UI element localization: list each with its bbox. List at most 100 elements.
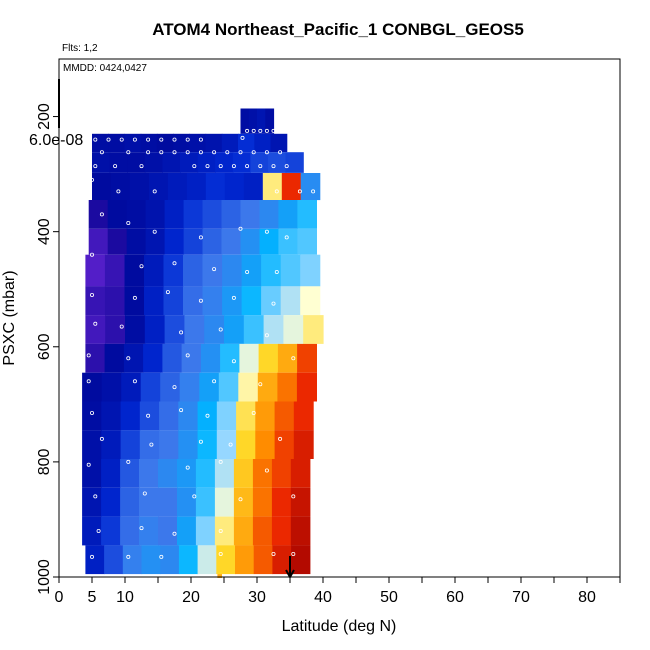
heatmap-cell [205,173,226,201]
observation-point [198,439,203,444]
heatmap-cell [232,152,251,173]
observation-points [86,128,316,559]
observation-point [311,189,316,194]
heatmap-cell [158,487,178,517]
observation-point [90,554,95,559]
observation-point [212,379,217,384]
heatmap-cell [205,133,223,153]
heatmap-cell [126,200,147,229]
heatmap-cell [259,228,280,255]
heatmap-cell [104,286,125,316]
heatmap-cell [144,152,163,173]
heatmap-cell [122,545,143,575]
observation-point [146,137,151,142]
heatmap-cell [195,516,216,546]
heatmap-cell [144,254,165,287]
heatmap-cell [202,286,223,316]
observation-point [113,164,118,169]
observation-point [93,164,98,169]
observation-point [198,137,203,142]
heatmap-cell [186,173,207,201]
observation-point [271,301,276,306]
observation-point [251,410,256,415]
observation-point [212,150,217,155]
heatmap-cell [120,459,140,488]
heatmap-cell [160,545,180,575]
heatmap-cell [220,343,240,373]
heatmap-cell [120,516,140,546]
heatmap-cell [240,200,261,229]
heatmap-cell [123,343,144,373]
heatmap-cell [82,401,102,431]
heatmap-cell [300,254,321,287]
observation-point [271,164,276,169]
observation-point [291,356,296,361]
heatmap-cell [184,315,205,344]
heatmap-cell [204,315,225,344]
observation-point [225,150,230,155]
heatmap-cell [178,430,199,459]
observation-point [99,212,104,217]
heatmap-cell [158,459,178,488]
observation-point [271,552,276,557]
heatmap-cell [120,430,141,459]
heatmap-cell [293,401,314,431]
heatmap-cell [238,372,259,402]
heatmap-cell [120,401,141,431]
y-axis-label: PSXC (mbar) [1,270,18,365]
observation-point [185,137,190,142]
heatmap-cell [197,401,218,431]
heatmap-cell [177,516,197,546]
observation-point [86,353,91,358]
heatmap-cell [233,487,254,517]
heatmap-cell [291,545,311,575]
heatmap-cell [127,152,146,173]
heatmap-cell [92,133,109,153]
observation-point [264,229,269,234]
heatmap-cell [233,459,254,488]
observation-point [274,189,279,194]
observation-point [218,529,223,534]
observation-point [165,290,170,295]
observation-point [198,150,203,155]
observation-point [159,150,164,155]
heatmap-cell [277,372,298,402]
heatmap-cell [257,108,266,134]
heatmap-cell [88,228,109,255]
observation-point [90,410,95,415]
heatmap-cell [82,372,103,402]
observation-point [251,128,256,133]
observation-point [205,164,210,169]
heatmap-cell [297,228,317,255]
heatmap-cell [104,343,125,373]
heatmap-cell [101,516,121,546]
observation-point [126,356,131,361]
observation-point [126,220,131,225]
heatmap-cell [121,372,142,402]
heatmap-cell [268,152,287,173]
heatmap-cell [143,343,163,373]
heatmap-cell [162,152,181,173]
plot-frame [58,58,621,578]
heatmap-cell [111,173,131,201]
observation-point [172,385,177,390]
observation-point [86,462,91,467]
heatmap-cell [285,152,304,173]
heatmap-cell [163,286,184,316]
heatmap-cell [92,152,111,173]
observation-point [132,295,137,300]
heatmap-cell [178,401,199,431]
heatmap-cell [197,430,218,459]
heatmap-cell [82,487,102,517]
heatmap-cell [224,173,245,201]
heatmap-cell [82,459,102,488]
heatmap-cell [257,372,278,402]
observation-point [205,413,210,418]
heatmap-cell [104,254,125,287]
observation-point [149,442,154,447]
heatmap-cell [120,487,140,517]
heatmap-cell [216,401,237,431]
heatmap-cell [107,228,128,255]
heatmap-cell [101,487,121,517]
